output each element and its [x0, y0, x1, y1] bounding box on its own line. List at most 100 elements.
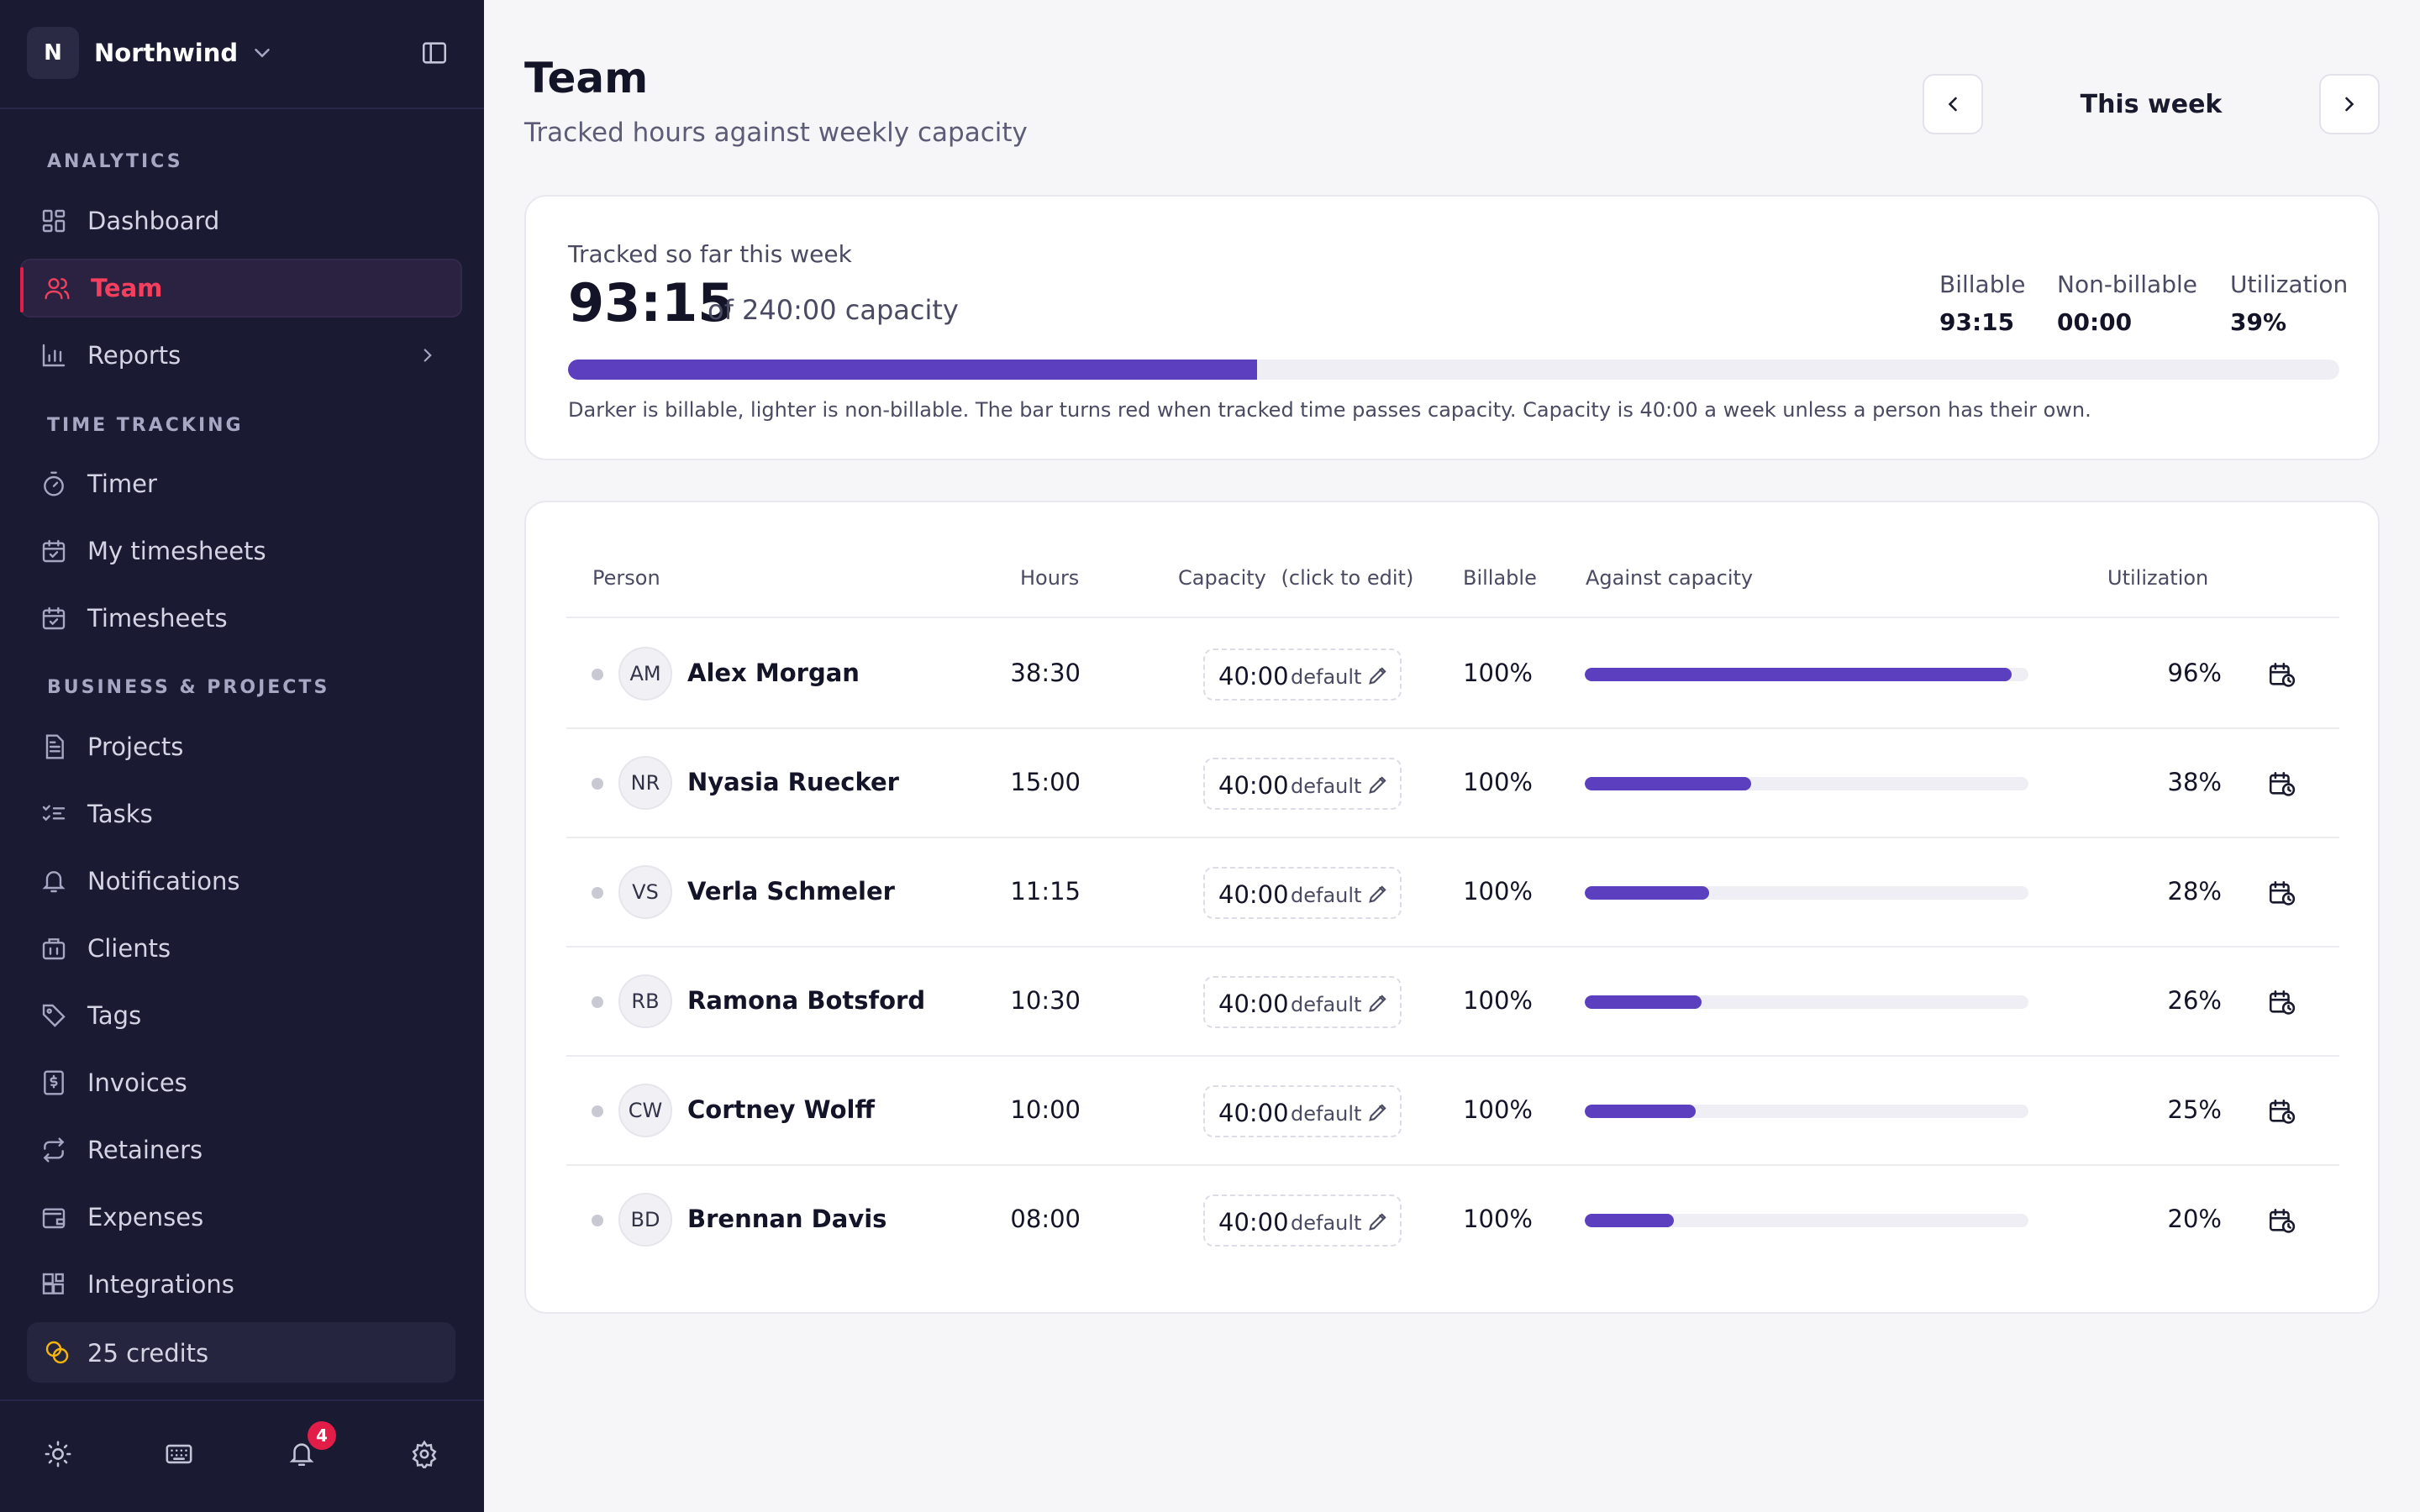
page-title: Team [524, 54, 649, 102]
dashboard-icon [40, 207, 67, 234]
sun-icon[interactable] [44, 1440, 72, 1468]
puzzle-icon [40, 1271, 67, 1298]
sidebar-item-label: Expenses [87, 1203, 204, 1231]
chevron-left-icon [1941, 92, 1965, 116]
chevron-down-icon [250, 40, 275, 66]
capacity-edit-button[interactable]: 40:00 default [1203, 976, 1402, 1028]
status-dot [592, 778, 603, 790]
credits-button[interactable]: 25 credits [27, 1322, 455, 1383]
sidebar-item-reports[interactable]: Reports [20, 326, 462, 385]
capacity-bar-fill [1585, 1105, 1696, 1118]
hours-value: 15:00 [1010, 768, 1081, 796]
billable-percent: 100% [1463, 1095, 1533, 1124]
total-capacity-bar [568, 360, 2339, 380]
utilization-value: 39% [2230, 308, 2287, 336]
sidebar-item-label: Tags [87, 1001, 142, 1030]
sidebar-item-team[interactable]: Team [20, 259, 462, 318]
workspace-switcher[interactable]: N Northwind [27, 27, 275, 79]
billable-value: 93:15 [1939, 308, 2015, 336]
stopwatch-icon [40, 470, 67, 497]
billable-percent: 100% [1463, 659, 1533, 687]
calendar-clock-icon[interactable] [2267, 988, 2296, 1016]
prev-week-button[interactable] [1923, 74, 1983, 134]
sidebar-item-invoices[interactable]: Invoices [20, 1053, 462, 1112]
sidebar-item-timesheets[interactable]: Timesheets [20, 589, 462, 648]
keyboard-icon[interactable] [165, 1440, 193, 1468]
status-dot [592, 996, 603, 1008]
capacity-note: default [1291, 774, 1362, 798]
utilization-percent: 28% [2167, 877, 2222, 906]
table-row: AM Alex Morgan 38:30 40:00 default 100% 96% [566, 620, 2339, 729]
billable-label: Billable [1939, 270, 2026, 298]
capacity-value: 40:00 [1218, 880, 1289, 909]
sidebar-item-retainers[interactable]: Retainers [20, 1121, 462, 1179]
sidebar-item-tags[interactable]: Tags [20, 986, 462, 1045]
pencil-icon [1366, 1100, 1390, 1124]
capacity-bar-fill [1585, 886, 1710, 900]
pencil-icon [1366, 773, 1390, 796]
sidebar-item-tasks[interactable]: Tasks [20, 785, 462, 843]
sidebar-item-label: Reports [87, 341, 182, 370]
pencil-icon [1366, 1210, 1390, 1233]
sidebar-item-label: Integrations [87, 1270, 234, 1299]
sidebar-item-integrations[interactable]: Integrations [20, 1255, 462, 1314]
credits-label: 25 credits [87, 1339, 209, 1368]
calendar-clock-icon[interactable] [2267, 769, 2296, 798]
sidebar-item-label: Dashboard [87, 207, 220, 235]
sidebar-toggle-icon[interactable] [420, 39, 449, 67]
billable-percent: 100% [1463, 768, 1533, 796]
person-name: Brennan Davis [687, 1205, 887, 1233]
capacity-edit-button[interactable]: 40:00 default [1203, 1085, 1402, 1137]
calendar-clock-icon[interactable] [2267, 1206, 2296, 1235]
sidebar-item-my-timesheets[interactable]: My timesheets [20, 522, 462, 580]
sidebar-item-notifications[interactable]: Notifications [20, 852, 462, 911]
calendar-clock-icon[interactable] [2267, 660, 2296, 689]
capacity-bar-fill [1585, 1214, 1674, 1227]
capacity-edit-button[interactable]: 40:00 default [1203, 648, 1402, 701]
status-dot [592, 1105, 603, 1117]
next-week-button[interactable] [2319, 74, 2380, 134]
capacity-bar-fill [1585, 995, 1702, 1009]
person-name: Ramona Botsford [687, 986, 926, 1015]
avatar: AM [618, 647, 672, 701]
calendar-clock-icon[interactable] [2267, 1097, 2296, 1126]
capacity-edit-button[interactable]: 40:00 default [1203, 1194, 1402, 1247]
capacity-value: 40:00 [1218, 771, 1289, 800]
sidebar-item-expenses[interactable]: Expenses [20, 1188, 462, 1247]
capacity-note: default [1291, 665, 1362, 689]
capacity-header-hint: (click to edit) [1281, 566, 1414, 590]
nonbillable-label: Non-billable [2057, 270, 2197, 298]
table-row: VS Verla Schmeler 11:15 40:00 default 100% 28% [566, 838, 2339, 948]
capacity-bar-fill [1585, 777, 1751, 790]
sidebar-item-timer[interactable]: Timer [20, 454, 462, 513]
sidebar-item-dashboard[interactable]: Dashboard [20, 192, 462, 250]
nonbillable-stat: Non-billable 00:00 [2057, 270, 2197, 336]
capacity-bar [1585, 1105, 2028, 1118]
table-row: CW Cortney Wolff 10:00 40:00 default 100% 25% [566, 1057, 2339, 1166]
person-name: Verla Schmeler [687, 877, 895, 906]
notification-badge: 4 [308, 1421, 336, 1450]
summary-label: Tracked so far this week [568, 240, 852, 268]
sidebar-item-clients[interactable]: Clients [20, 919, 462, 978]
capacity-bar [1585, 777, 2028, 790]
page-subtitle: Tracked hours against weekly capacity [524, 118, 1028, 148]
pencil-icon [1366, 664, 1390, 687]
gear-icon[interactable] [410, 1440, 439, 1468]
sidebar-item-label: Team [91, 274, 163, 302]
utilization-stat: Utilization 39% [2230, 270, 2348, 336]
bell-icon[interactable] [287, 1440, 316, 1468]
section-time-tracking: TIME TRACKING [47, 415, 244, 436]
calendar-clock-icon[interactable] [2267, 879, 2296, 907]
sidebar-divider [0, 1399, 484, 1401]
tracked-total: 93:15 [568, 272, 734, 333]
utilization-percent: 38% [2167, 768, 2222, 796]
section-analytics: ANALYTICS [47, 151, 183, 172]
sidebar-item-projects[interactable]: Projects [20, 717, 462, 776]
sidebar-item-label: Tasks [87, 800, 153, 828]
capacity-note: default [1291, 1211, 1362, 1235]
capacity-edit-button[interactable]: 40:00 default [1203, 867, 1402, 919]
calendar-check-icon [40, 538, 67, 564]
capacity-value: 40:00 [1218, 990, 1289, 1018]
capacity-edit-button[interactable]: 40:00 default [1203, 758, 1402, 810]
week-label: This week [2080, 89, 2223, 119]
